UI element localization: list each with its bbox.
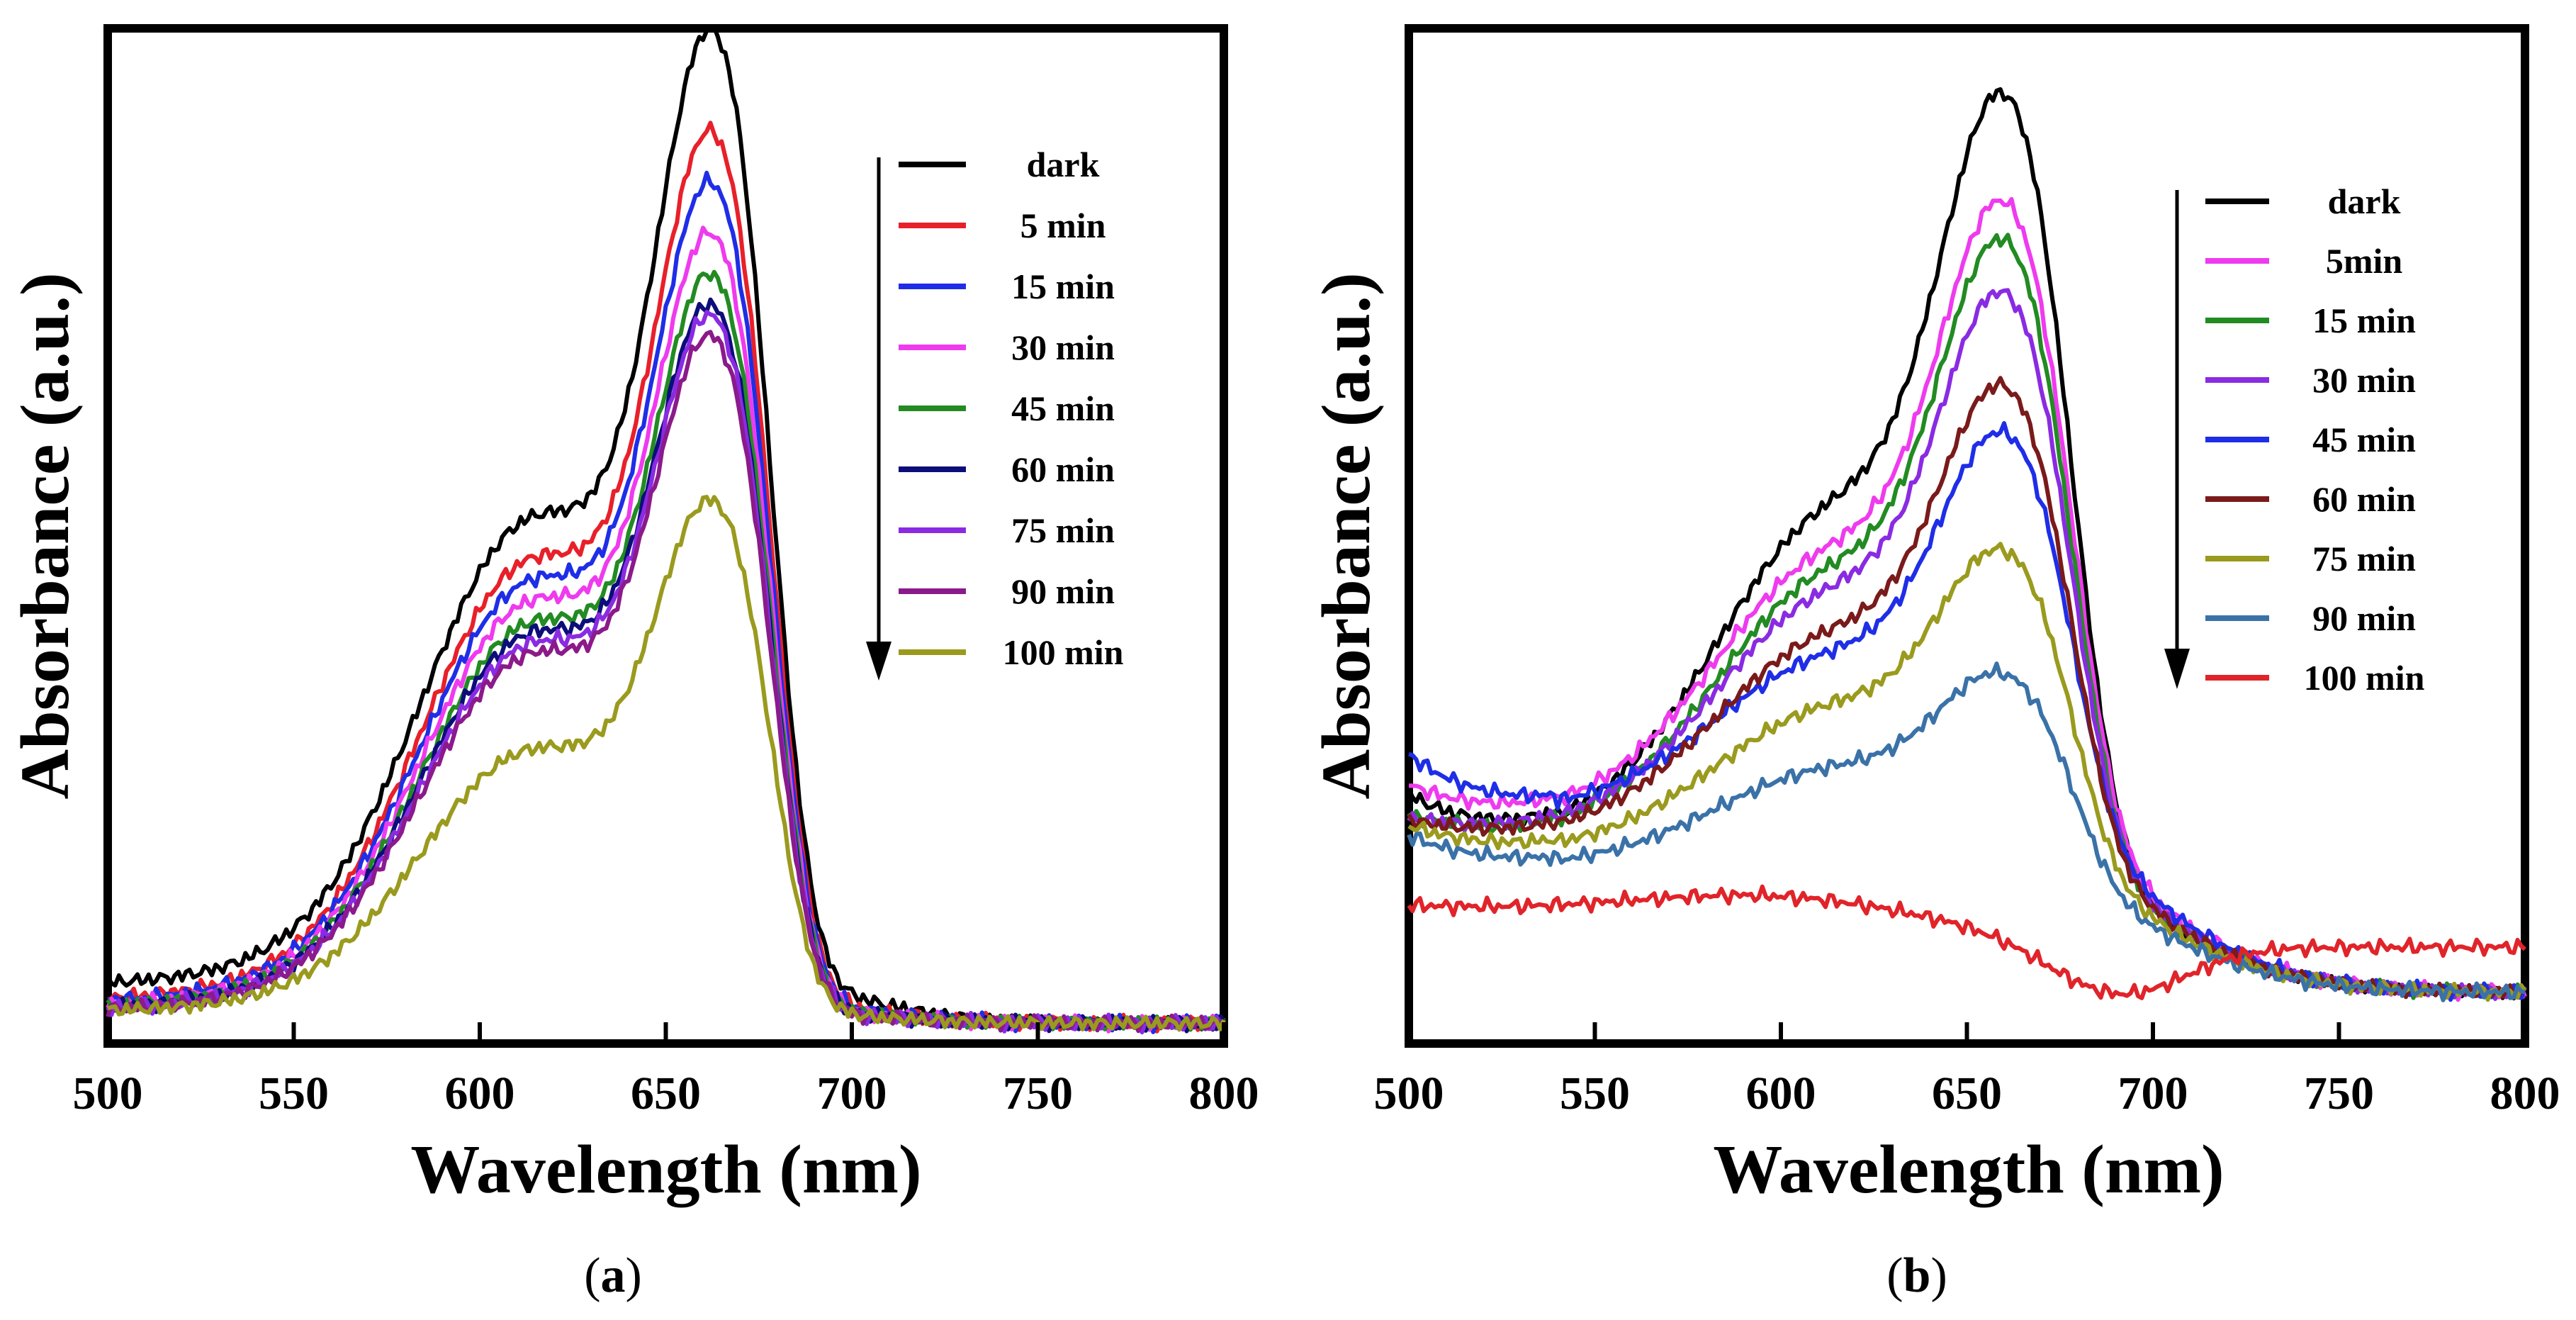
- x-tick-label: 500: [1374, 1068, 1444, 1119]
- x-tick-label: 700: [2118, 1068, 2188, 1119]
- x-tick-label: 600: [445, 1068, 515, 1119]
- x-tick-label: 500: [73, 1068, 143, 1119]
- x-tick-label: 700: [817, 1068, 887, 1119]
- plot-frame-a: [103, 24, 1228, 1048]
- plot-frame-b: [1405, 24, 2529, 1048]
- series-group-b: [1407, 87, 2527, 1002]
- legend-label: 75 min: [2312, 539, 2416, 578]
- legend-label: 90 min: [1011, 571, 1115, 611]
- y-axis-label-b: Absorbance (a.u.): [1308, 272, 1385, 799]
- caption-b: (b): [1886, 1248, 1947, 1303]
- legend-label: 45 min: [2312, 420, 2416, 459]
- legend-label: 90 min: [2312, 598, 2416, 638]
- legend-arrow-a: [866, 157, 892, 681]
- x-tick-label: 550: [259, 1068, 329, 1119]
- caption-a: (a): [584, 1248, 642, 1303]
- x-ticks-a: 500 550 600 650 700 750 800: [73, 1022, 1259, 1119]
- y-axis-label-a: Absorbance (a.u.): [7, 272, 84, 799]
- legend-label: 5min: [2326, 241, 2403, 281]
- legend-label: 75 min: [1011, 510, 1115, 550]
- legend-label: 30 min: [1011, 328, 1115, 367]
- legend-label: 30 min: [2312, 360, 2416, 400]
- series-line: [1407, 376, 2527, 1000]
- legend-a: dark 5 min 15 min 30 min 45 min 60 min 75 min 9…: [899, 145, 1124, 672]
- legend-label: dark: [1027, 145, 1100, 184]
- x-axis-label-a: Wavelength (nm): [410, 1131, 921, 1208]
- x-tick-label: 650: [1932, 1068, 2002, 1119]
- panel-a: 500 550 600 650 700 750 800 Wavelength (nm) Ab…: [7, 24, 1259, 1303]
- legend-label: 60 min: [2312, 479, 2416, 519]
- legend-label: 5 min: [1020, 206, 1106, 245]
- legend-label: 45 min: [1011, 388, 1115, 428]
- x-tick-label: 650: [631, 1068, 701, 1119]
- x-tick-label: 750: [1003, 1068, 1073, 1119]
- series-line: [106, 330, 1226, 1034]
- legend-arrow-b: [2164, 190, 2190, 689]
- series-line: [1407, 661, 2526, 1002]
- x-tick-label: 800: [2490, 1068, 2560, 1119]
- legend-label: dark: [2328, 181, 2401, 221]
- x-tick-label: 600: [1746, 1068, 1816, 1119]
- legend-label: 15 min: [1011, 267, 1115, 306]
- legend-label: 100 min: [2304, 658, 2425, 698]
- x-tick-label: 550: [1560, 1068, 1630, 1119]
- x-tick-label: 750: [2304, 1068, 2374, 1119]
- x-ticks-b: 500 550 600 650 700 750 800: [1374, 1022, 2560, 1119]
- legend-label: 15 min: [2312, 301, 2416, 340]
- series-line: [106, 310, 1225, 1035]
- legend-b: dark 5min 15 min 30 min 45 min 60 min 75 min 90…: [2205, 181, 2425, 698]
- legend-label: 100 min: [1003, 632, 1124, 672]
- panel-b: 500 550 600 650 700 750 800 Wavelength (nm) Ab…: [1308, 24, 2560, 1303]
- x-tick-label: 800: [1189, 1068, 1259, 1119]
- x-axis-label-b: Wavelength (nm): [1713, 1131, 2224, 1208]
- series-line: [1407, 884, 2526, 1000]
- legend-label: 60 min: [1011, 449, 1115, 489]
